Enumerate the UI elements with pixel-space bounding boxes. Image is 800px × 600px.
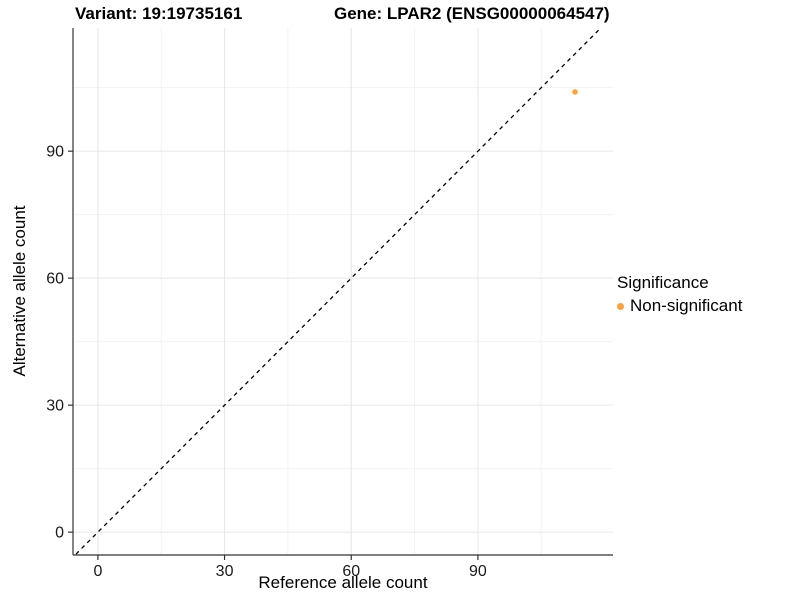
legend-item-label: Non-significant: [630, 296, 743, 315]
y-tick-label: 90: [46, 144, 64, 161]
y-tick-label: 0: [55, 525, 64, 542]
legend-point-icon: [617, 302, 624, 310]
x-tick-label: 60: [342, 563, 360, 580]
y-tick-label: 60: [46, 271, 64, 288]
y-axis-title: Alternative allele count: [10, 205, 29, 377]
y-tick-label: 30: [46, 398, 64, 415]
x-tick-label: 90: [469, 563, 487, 580]
x-axis-title: Reference allele count: [258, 573, 428, 592]
x-tick-label: 0: [93, 563, 102, 580]
gene-title: Gene: LPAR2 (ENSG00000064547): [334, 4, 610, 23]
legend-item: Non-significant: [617, 296, 742, 316]
variant-title: Variant: 19:19735161: [75, 4, 243, 23]
legend: Significance Non-significant: [617, 273, 742, 316]
x-tick-label: 30: [216, 563, 234, 580]
identity-line: [74, 28, 602, 555]
data-point: [572, 89, 578, 95]
legend-title: Significance: [617, 273, 709, 292]
